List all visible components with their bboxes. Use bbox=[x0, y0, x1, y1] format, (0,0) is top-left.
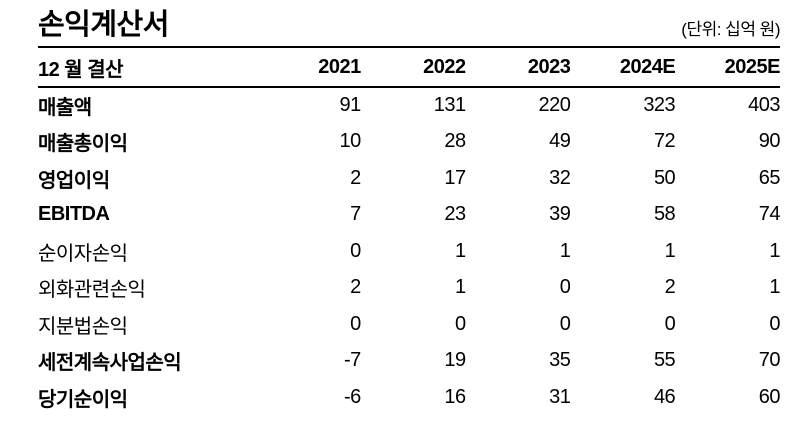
row-value: 32 bbox=[549, 166, 571, 189]
row-value: 65 bbox=[758, 166, 781, 189]
row-value: 131 bbox=[433, 94, 466, 117]
row-value: 2 bbox=[664, 276, 676, 299]
row-value: 0 bbox=[350, 312, 361, 335]
row-value: 17 bbox=[444, 166, 466, 189]
page-title: 손익계산서 bbox=[38, 9, 169, 42]
header-year-2021: 2021 bbox=[318, 55, 361, 78]
header-fiscal-label: 12 월 결산 bbox=[38, 58, 124, 81]
row-value: 7 bbox=[350, 203, 361, 226]
row-value: 0 bbox=[664, 312, 676, 335]
unit-label: (단위: 십억 원) bbox=[681, 20, 780, 39]
table-row: 순이자손익 0 1 1 1 1 bbox=[38, 233, 780, 270]
row-value: 1 bbox=[559, 239, 571, 262]
row-label: 매출총이익 bbox=[38, 133, 128, 156]
row-label: 외화관련손익 bbox=[38, 279, 146, 302]
table-row: 영업이익 2 17 32 50 65 bbox=[38, 160, 780, 197]
row-value: 1 bbox=[454, 239, 466, 262]
table-row: 매출총이익 10 28 49 72 90 bbox=[38, 124, 780, 161]
row-value: 31 bbox=[549, 385, 571, 408]
row-value: 60 bbox=[758, 385, 781, 408]
row-value: 0 bbox=[769, 312, 780, 335]
row-label: 영업이익 bbox=[38, 169, 110, 192]
row-value: 16 bbox=[444, 385, 466, 408]
row-value: 1 bbox=[769, 239, 780, 262]
row-value: 0 bbox=[559, 312, 571, 335]
income-statement-table: 12 월 결산 2021 2022 2023 2024E 2025E 매출액 91 131 22… bbox=[38, 48, 780, 416]
row-label: 순이자손익 bbox=[38, 242, 128, 265]
row-label: EBITDA bbox=[38, 203, 110, 226]
header-year-2023: 2023 bbox=[527, 55, 571, 78]
row-label: 매출액 bbox=[38, 97, 92, 120]
row-value: 2 bbox=[350, 166, 361, 189]
table-row: EBITDA 7 23 39 58 74 bbox=[38, 197, 780, 234]
row-value: -6 bbox=[344, 385, 361, 408]
row-value: 1 bbox=[454, 276, 466, 299]
row-value: 0 bbox=[559, 276, 571, 299]
row-value: 46 bbox=[653, 385, 676, 408]
row-value: 403 bbox=[748, 94, 780, 117]
row-value: 1 bbox=[769, 276, 780, 299]
table-body: 매출액 91 131 220 323 403 매출총이익 10 28 49 72 90 영업이익 2 17 3… bbox=[38, 87, 780, 416]
table-row: 매출액 91 131 220 323 403 bbox=[38, 87, 780, 124]
row-value: 74 bbox=[758, 203, 781, 226]
row-value: 90 bbox=[758, 130, 781, 153]
row-value: 2 bbox=[350, 276, 361, 299]
row-value: -7 bbox=[344, 349, 361, 372]
header-year-2022: 2022 bbox=[423, 55, 466, 78]
header-year-2024E: 2024E bbox=[619, 55, 676, 78]
row-value: 49 bbox=[549, 130, 571, 153]
row-value: 0 bbox=[454, 312, 466, 335]
row-value: 58 bbox=[653, 203, 676, 226]
row-value: 35 bbox=[549, 349, 571, 372]
row-label: 당기순이익 bbox=[38, 388, 128, 411]
row-value: 220 bbox=[538, 94, 571, 117]
title-row: 손익계산서 (단위: 십억 원) bbox=[38, 5, 780, 48]
row-value: 323 bbox=[643, 94, 676, 117]
row-value: 23 bbox=[444, 203, 466, 226]
row-label: 세전계속사업손익 bbox=[38, 352, 182, 375]
row-value: 28 bbox=[444, 130, 466, 153]
row-value: 10 bbox=[339, 130, 362, 153]
table-row: 외화관련손익 2 1 0 2 1 bbox=[38, 270, 780, 307]
row-value: 0 bbox=[350, 239, 361, 262]
row-value: 72 bbox=[653, 130, 676, 153]
table-head: 12 월 결산 2021 2022 2023 2024E 2025E bbox=[38, 48, 780, 87]
row-value: 91 bbox=[339, 94, 362, 117]
table-row: 세전계속사업손익 -7 19 35 55 70 bbox=[38, 343, 780, 380]
row-value: 1 bbox=[664, 239, 676, 262]
row-label: 지분법손익 bbox=[38, 315, 128, 338]
table-header-row: 12 월 결산 2021 2022 2023 2024E 2025E bbox=[38, 48, 780, 87]
table-row: 당기순이익 -6 16 31 46 60 bbox=[38, 379, 780, 416]
header-year-2025E: 2025E bbox=[724, 55, 781, 78]
table-row: 지분법손익 0 0 0 0 0 bbox=[38, 306, 780, 343]
row-value: 70 bbox=[758, 349, 781, 372]
row-value: 39 bbox=[549, 203, 571, 226]
row-value: 55 bbox=[653, 349, 676, 372]
row-value: 19 bbox=[444, 349, 466, 372]
row-value: 50 bbox=[653, 166, 676, 189]
